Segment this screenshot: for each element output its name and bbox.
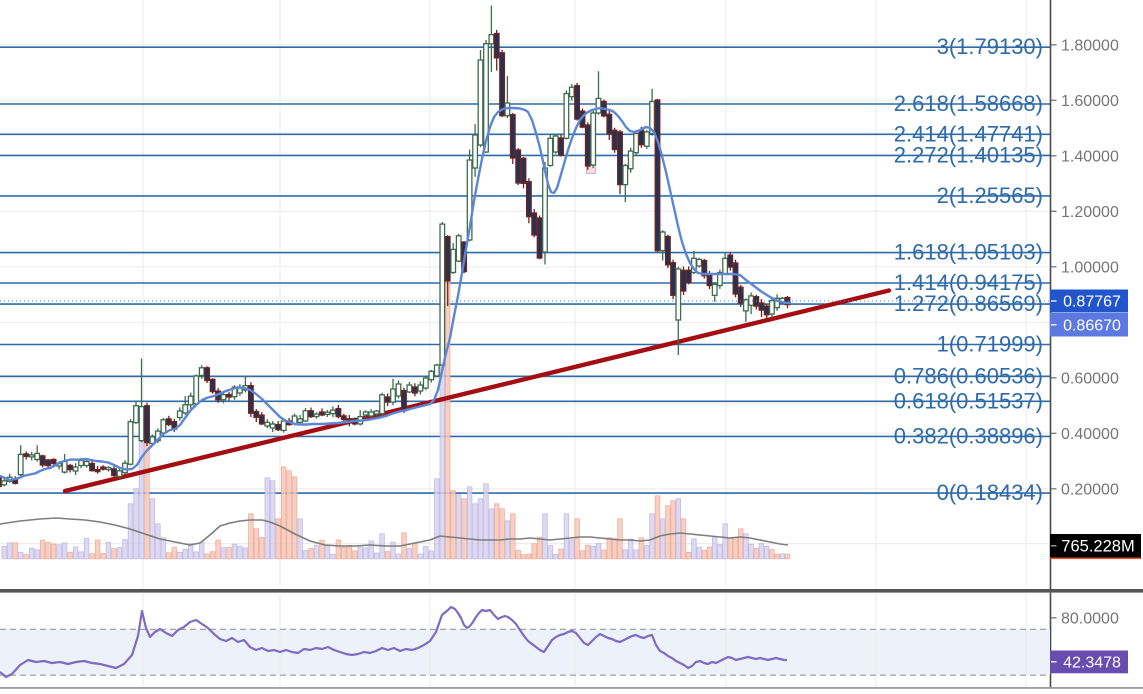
svg-text:1.40000: 1.40000 bbox=[1061, 148, 1119, 165]
svg-text:0.20000: 0.20000 bbox=[1061, 481, 1119, 498]
svg-text:1.80000: 1.80000 bbox=[1061, 37, 1119, 54]
svg-text:0.87767: 0.87767 bbox=[1063, 294, 1121, 311]
svg-text:1.00000: 1.00000 bbox=[1061, 259, 1119, 276]
svg-text:0.40000: 0.40000 bbox=[1061, 426, 1119, 443]
svg-text:0.60000: 0.60000 bbox=[1061, 370, 1119, 387]
svg-text:1.20000: 1.20000 bbox=[1061, 204, 1119, 221]
svg-text:0.86670: 0.86670 bbox=[1063, 317, 1121, 334]
svg-text:80.0000: 80.0000 bbox=[1061, 610, 1119, 627]
svg-text:765.228M: 765.228M bbox=[1061, 538, 1134, 556]
svg-text:1.60000: 1.60000 bbox=[1061, 93, 1119, 110]
svg-text:42.3478: 42.3478 bbox=[1063, 654, 1121, 671]
